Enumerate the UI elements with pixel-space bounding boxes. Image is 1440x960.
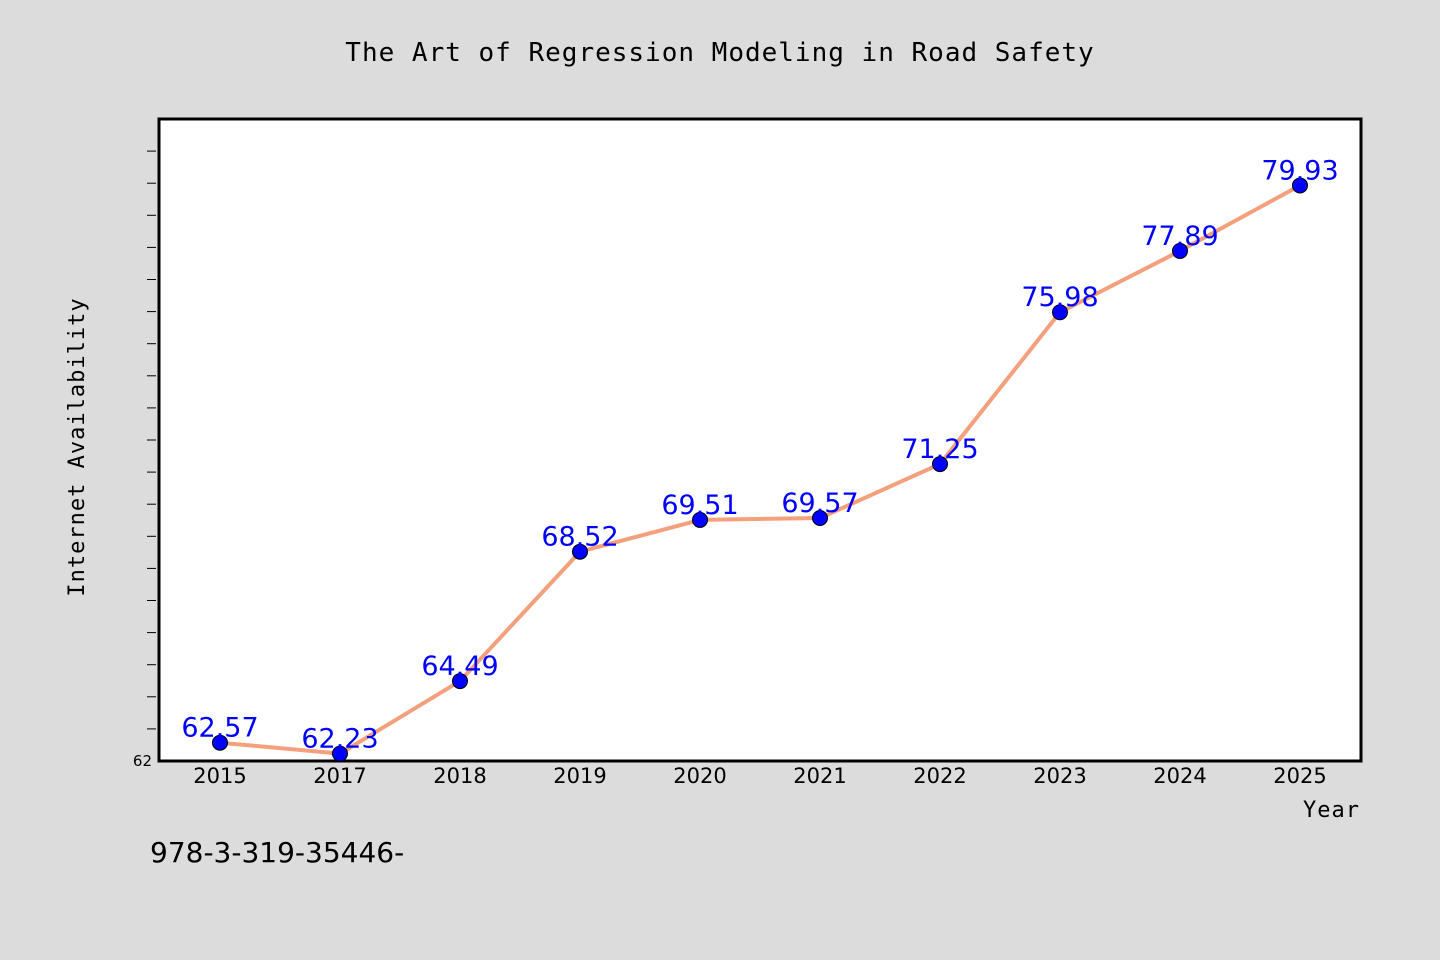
- data-label: 71.25: [901, 434, 978, 465]
- plot-area: [157, 117, 1363, 763]
- series-line: [218, 183, 1302, 756]
- x-tick-label: 2015: [193, 764, 246, 788]
- y-axis-label: Internet Availability: [65, 297, 90, 596]
- x-tick-label: 2021: [793, 764, 846, 788]
- data-label: 62.23: [301, 724, 378, 755]
- x-tick-label: 2019: [553, 764, 606, 788]
- chart-title: The Art of Regression Modeling in Road S…: [345, 38, 1094, 68]
- x-axis-tick-labels: 2015 2017 2018 2019 2020 2021 2022 2023 2024 2025: [193, 764, 1326, 788]
- x-tick-label: 2020: [673, 764, 726, 788]
- y-tick-label: 62: [133, 752, 152, 770]
- data-point: [932, 456, 948, 473]
- x-tick-label: 2024: [1153, 764, 1206, 788]
- x-tick-label: 2025: [1273, 764, 1326, 788]
- data-label: 79.93: [1261, 155, 1338, 186]
- x-tick-label: 2022: [913, 764, 966, 788]
- data-point: [1052, 304, 1068, 321]
- data-point: [812, 510, 828, 527]
- data-label: 77.89: [1141, 221, 1218, 252]
- data-point: [332, 745, 348, 762]
- data-point: [212, 734, 228, 751]
- series-markers: [212, 177, 1308, 762]
- y-axis-ticks: [147, 150, 156, 730]
- data-label: 69.51: [661, 490, 738, 521]
- data-label: 64.49: [421, 651, 498, 682]
- data-point: [452, 673, 468, 690]
- x-tick-label: 2017: [313, 764, 366, 788]
- data-label: 69.57: [781, 488, 858, 519]
- data-label: 68.52: [541, 522, 618, 553]
- data-label: 62.57: [181, 713, 258, 744]
- data-labels: 62.57 62.23 64.49 68.52 69.51 69.57 71.25 75.98…: [181, 155, 1338, 754]
- data-label: 75.98: [1021, 282, 1098, 313]
- x-axis-label: Year: [1303, 798, 1360, 823]
- data-point: [1292, 177, 1308, 194]
- x-tick-label: 2023: [1033, 764, 1086, 788]
- x-tick-label: 2018: [433, 764, 486, 788]
- data-point: [1172, 242, 1188, 259]
- footer-isbn: 978-3-319-35446-: [150, 836, 404, 869]
- data-point: [572, 543, 588, 560]
- data-point: [692, 511, 708, 528]
